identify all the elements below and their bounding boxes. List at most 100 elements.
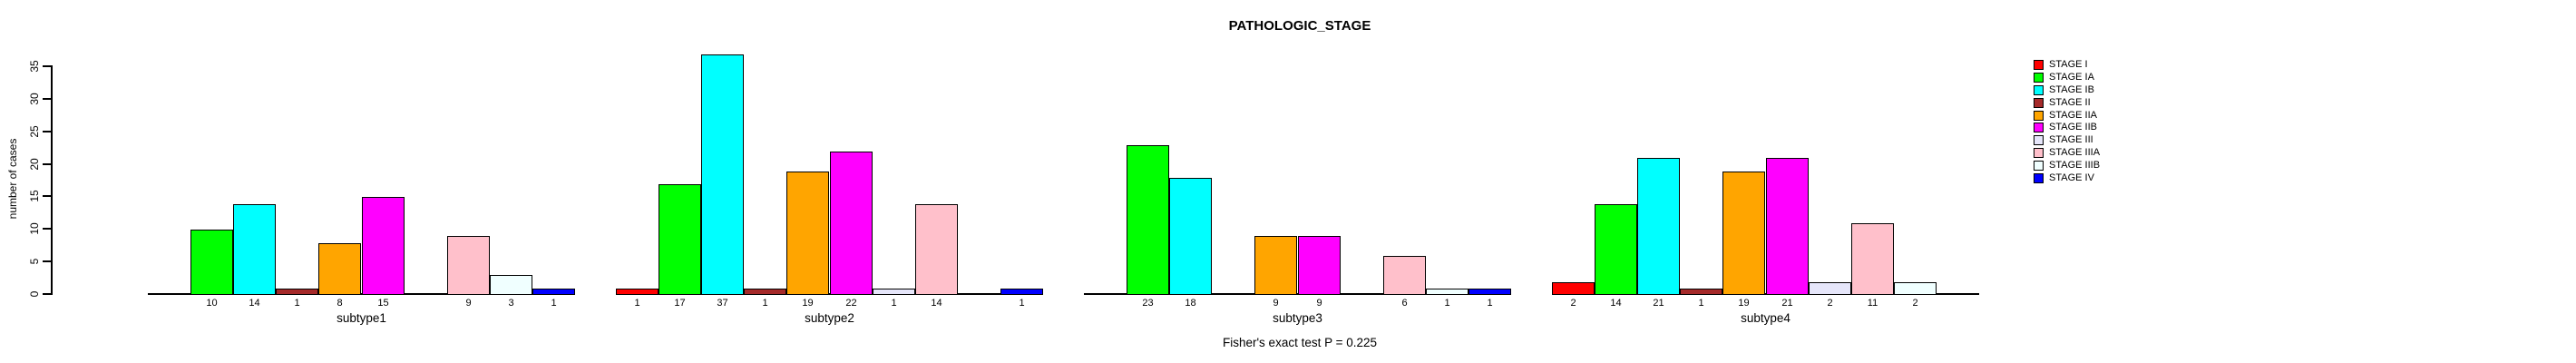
- legend-label: STAGE IIIB: [2049, 159, 2101, 171]
- legend-item-stage-iia: STAGE IIA: [2034, 109, 2100, 122]
- y-tick-label: 25: [28, 125, 41, 138]
- legend-label: STAGE IIIA: [2049, 146, 2101, 158]
- legend-color-swatch: [2034, 60, 2044, 71]
- bar-subtype4-stage-ii: [1680, 289, 1722, 295]
- legend-item-stage-ii: STAGE II: [2034, 96, 2100, 109]
- bar-value-label: 1: [762, 298, 768, 309]
- y-tick-label: 10: [28, 222, 41, 235]
- y-axis-tick: [43, 97, 51, 100]
- y-axis-tick: [43, 260, 51, 263]
- bar-subtype3-stage-iv: [1469, 289, 1511, 295]
- legend-label: STAGE IIB: [2049, 122, 2097, 133]
- bar-subtype2-stage-i: [616, 289, 659, 295]
- x-axis-baseline: [616, 293, 1043, 295]
- bar-value-label: 8: [337, 298, 343, 309]
- bar-value-label: 21: [1653, 298, 1664, 309]
- bar-value-label: 6: [1401, 298, 1408, 309]
- y-tick-label: 20: [28, 157, 41, 171]
- bar-value-label: 14: [1610, 298, 1622, 309]
- x-axis-group-label-subtype1: subtype1: [337, 311, 386, 325]
- legend-label: STAGE IIA: [2049, 109, 2097, 121]
- bar-value-label: 1: [634, 298, 640, 309]
- x-axis-baseline: [1552, 293, 1979, 295]
- legend-label: STAGE II: [2049, 96, 2091, 108]
- bar-value-label: 11: [1867, 298, 1878, 309]
- legend-item-stage-ia: STAGE IA: [2034, 72, 2100, 84]
- bar-subtype2-stage-iii: [873, 289, 915, 295]
- legend-label: STAGE III: [2049, 134, 2093, 146]
- y-axis-tick: [43, 228, 51, 231]
- y-tick-label: 30: [28, 93, 41, 105]
- bar-value-label: 2: [1570, 298, 1576, 309]
- legend-item-stage-iib: STAGE IIB: [2034, 122, 2100, 134]
- bar-subtype4-stage-ib: [1637, 158, 1680, 295]
- y-axis-tick: [43, 65, 51, 68]
- bar-subtype1-stage-ii: [276, 289, 318, 295]
- legend-color-swatch: [2034, 147, 2044, 158]
- legend-color-swatch: [2034, 84, 2044, 95]
- y-axis-label: number of cases: [6, 138, 19, 220]
- bar-subtype3-stage-ia: [1127, 145, 1169, 295]
- bar-value-label: 9: [465, 298, 472, 309]
- bar-subtype2-stage-iiia: [915, 204, 958, 295]
- bar-value-label: 2: [1912, 298, 1918, 309]
- bar-value-label: 37: [717, 298, 728, 309]
- legend-color-swatch: [2034, 160, 2044, 171]
- bar-subtype2-stage-iia: [786, 172, 829, 295]
- x-axis-baseline: [1084, 293, 1511, 295]
- y-tick-label: 35: [28, 60, 41, 73]
- bar-value-label: 14: [931, 298, 942, 309]
- bar-subtype2-stage-ii: [744, 289, 786, 295]
- bar-subtype3-stage-iib: [1298, 236, 1341, 295]
- legend-item-stage-iii: STAGE III: [2034, 134, 2100, 147]
- legend-label: STAGE IV: [2049, 172, 2094, 183]
- legend-item-stage-iiib: STAGE IIIB: [2034, 159, 2100, 172]
- bar-value-label: 19: [802, 298, 814, 309]
- bar-value-label: 9: [1316, 298, 1322, 309]
- y-tick-label: 5: [28, 258, 41, 265]
- bar-value-label: 14: [249, 298, 260, 309]
- bar-subtype1-stage-iib: [362, 197, 405, 295]
- bar-value-label: 23: [1142, 298, 1154, 309]
- bar-value-label: 9: [1273, 298, 1279, 309]
- bar-value-label: 3: [508, 298, 514, 309]
- y-tick-label: 15: [28, 190, 41, 203]
- bar-subtype2-stage-iib: [830, 152, 873, 295]
- bar-value-label: 1: [551, 298, 557, 309]
- bar-value-label: 1: [1487, 298, 1493, 309]
- bar-value-label: 21: [1781, 298, 1793, 309]
- legend-color-swatch: [2034, 123, 2044, 133]
- legend-item-stage-iiia: STAGE IIIA: [2034, 147, 2100, 160]
- legend: STAGE I STAGE IA STAGE IB STAGE II STAGE IIA…: [2034, 59, 2100, 184]
- bar-value-label: 1: [1019, 298, 1025, 309]
- legend-color-swatch: [2034, 172, 2044, 183]
- bar-value-label: 18: [1185, 298, 1196, 309]
- chart-title: PATHOLOGIC_STAGE: [1228, 18, 1371, 34]
- bar-subtype4-stage-iib: [1766, 158, 1809, 295]
- x-axis-group-label-subtype4: subtype4: [1741, 311, 1791, 325]
- bar-value-label: 1: [294, 298, 300, 309]
- bar-value-label: 1: [1698, 298, 1704, 309]
- legend-label: STAGE IA: [2049, 72, 2094, 83]
- fisher-test-annotation: Fisher's exact test P = 0.225: [1222, 336, 1378, 349]
- y-axis-tick: [43, 293, 51, 295]
- bar-value-label: 10: [206, 298, 218, 309]
- bar-subtype3-stage-iia: [1254, 236, 1297, 295]
- bar-subtype1-stage-iiia: [447, 236, 490, 295]
- bar-subtype3-stage-ib: [1169, 178, 1212, 295]
- bar-subtype4-stage-ia: [1595, 204, 1637, 295]
- legend-color-swatch: [2034, 73, 2044, 83]
- y-axis-tick: [43, 162, 51, 165]
- x-axis-group-label-subtype3: subtype3: [1273, 311, 1322, 325]
- legend-color-swatch: [2034, 135, 2044, 146]
- bar-value-label: 19: [1738, 298, 1750, 309]
- y-axis-tick: [43, 195, 51, 198]
- bar-subtype1-stage-ib: [233, 204, 276, 295]
- bar-subtype1-stage-iia: [318, 243, 361, 295]
- bar-value-label: 17: [674, 298, 686, 309]
- legend-item-stage-i: STAGE I: [2034, 59, 2100, 72]
- x-axis-baseline: [148, 293, 575, 295]
- bar-subtype1-stage-iv: [532, 289, 575, 295]
- bar-subtype1-stage-ia: [190, 230, 233, 295]
